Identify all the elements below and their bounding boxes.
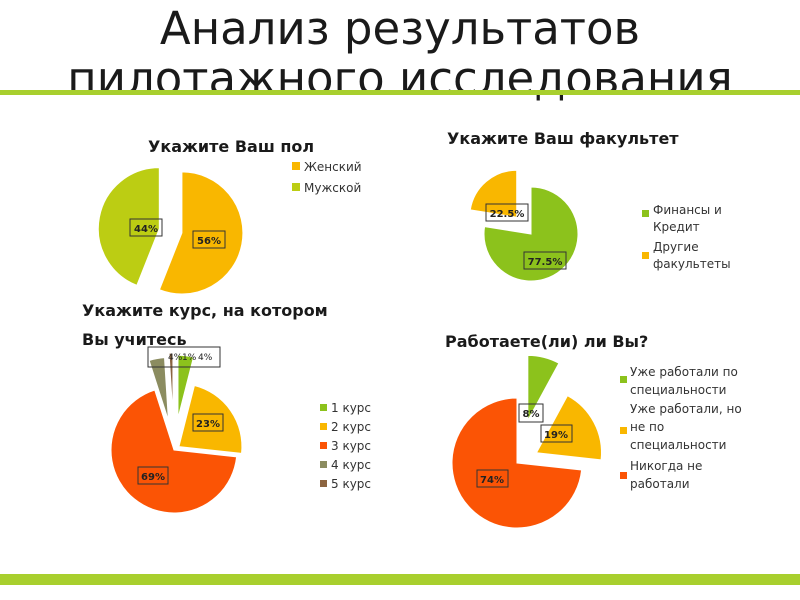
chart-course-label-box-3 — [137, 466, 169, 485]
pie-slice-worked-not-in-field — [535, 395, 602, 461]
pie-slice-female — [158, 171, 244, 295]
chart-faculty-label-1: 77.5% — [528, 257, 563, 268]
chart-course: Укажите курс, на котором Вы учитесь 23% … — [82, 301, 371, 514]
chart-course-title-line-1: Укажите курс, на котором — [82, 301, 328, 320]
chart-course-slices — [110, 352, 243, 514]
chart-course-legend-swatch-4 — [320, 461, 327, 468]
chart-faculty-label-2: 22.5% — [490, 209, 525, 220]
chart-faculty-legend-1: Финансы и Кредит — [653, 203, 726, 234]
chart-employment-legend-3-line-1: Никогда не — [630, 459, 702, 473]
chart-employment-label-1: 8% — [523, 409, 540, 420]
pie-slice-finance-credit — [483, 186, 579, 282]
chart-gender-label-box-2 — [129, 218, 163, 237]
chart-course-legend-3: 3 курс — [331, 439, 371, 453]
chart-gender-legend-1: Женский — [304, 160, 362, 174]
chart-employment-legend-1-line-1: Уже работали по — [630, 365, 738, 379]
chart-employment-legend-swatch-3 — [620, 472, 627, 479]
chart-course-legend-swatch-3 — [320, 442, 327, 449]
chart-course-label-2: 23% — [196, 419, 220, 430]
chart-employment: Работаете(ли) ли Вы? 8% 19% 74% Уже рабо… — [445, 332, 746, 529]
pie-slice-course-1 — [177, 354, 195, 419]
chart-gender-label-1: 56% — [197, 236, 221, 247]
chart-employment-legend-3-line-2: работали — [630, 477, 690, 491]
bottom-divider — [0, 574, 800, 585]
chart-gender: Укажите Ваш пол 56% 44% Женский Мужской — [97, 137, 362, 295]
chart-employment-label-box-1 — [518, 403, 544, 423]
pie-slice-other-faculties — [469, 169, 518, 218]
chart-employment-legend-1-line-2: специальности — [630, 383, 726, 397]
chart-faculty-title: Укажите Ваш факультет — [447, 129, 679, 148]
chart-faculty: Укажите Ваш факультет 77.5% 22.5% Финанс… — [447, 129, 731, 282]
chart-course-legend-4: 4 курс — [331, 458, 371, 472]
chart-employment-label-box-2 — [540, 424, 573, 443]
chart-faculty-label-box-1 — [523, 251, 567, 270]
pie-slice-course-4 — [148, 357, 169, 421]
chart-employment-legend-swatch-2 — [620, 427, 627, 434]
chart-course-legend-2: 2 курс — [331, 420, 371, 434]
chart-course-legend-swatch-2 — [320, 423, 327, 430]
chart-faculty-slices — [469, 169, 579, 282]
chart-gender-title: Укажите Ваш пол — [148, 137, 314, 156]
chart-faculty-legend-2: Другие факультеты — [653, 240, 731, 271]
chart-faculty-legend-2-line-2: факультеты — [653, 257, 731, 271]
chart-faculty-legend-swatch-2 — [642, 252, 649, 259]
chart-employment-label-3: 74% — [480, 475, 504, 486]
chart-faculty-label-box-2 — [485, 203, 529, 222]
chart-course-title-line-2: Вы учитесь — [82, 330, 187, 349]
chart-employment-legend-swatch-1 — [620, 376, 627, 383]
pie-slice-male — [97, 167, 160, 286]
chart-faculty-legend-swatch-1 — [642, 210, 649, 217]
chart-course-legend-1: 1 курс — [331, 401, 371, 415]
chart-course-label-5: 1% — [182, 353, 197, 363]
chart-employment-legend-1: Уже работали по специальности — [630, 365, 742, 397]
chart-employment-title: Работаете(ли) ли Вы? — [445, 332, 648, 351]
chart-faculty-legend-2-line-1: Другие — [653, 240, 699, 254]
chart-employment-legend-2-line-3: специальности — [630, 438, 726, 452]
top-divider — [0, 90, 800, 95]
chart-course-title: Укажите курс, на котором Вы учитесь — [82, 301, 333, 349]
chart-gender-legend-2: Мужской — [304, 181, 361, 195]
page-title-line-1: Анализ результатов — [159, 2, 641, 55]
chart-course-label-3: 69% — [141, 472, 165, 483]
chart-faculty-legend-1-line-1: Финансы и — [653, 203, 722, 217]
chart-employment-legend-2-line-2: не по — [630, 420, 664, 434]
chart-course-legend-swatch-1 — [320, 404, 327, 411]
chart-course-legend-swatch-5 — [320, 480, 327, 487]
chart-course-label-1: 4% — [198, 353, 213, 363]
chart-gender-label-box-1 — [192, 230, 226, 249]
pie-slice-course-3 — [110, 389, 238, 514]
chart-employment-label-box-3 — [476, 469, 509, 488]
chart-employment-slices — [451, 354, 602, 529]
chart-course-label-4: 4% — [168, 353, 183, 363]
chart-employment-legend-2: Уже работали, но не по специальности — [630, 402, 746, 452]
chart-course-small-label-box — [147, 346, 221, 368]
chart-employment-legend-2-line-1: Уже работали, но — [630, 402, 742, 416]
chart-course-legend-5: 5 курс — [331, 477, 371, 491]
chart-gender-label-2: 44% — [134, 224, 158, 235]
pie-slice-never-worked — [451, 397, 583, 529]
chart-employment-legend-3: Никогда не работали — [630, 459, 706, 491]
chart-faculty-legend-1-line-2: Кредит — [653, 220, 700, 234]
chart-gender-legend-swatch-1 — [292, 162, 300, 170]
chart-gender-slices — [97, 167, 244, 295]
pie-slice-course-2 — [178, 384, 243, 454]
chart-employment-label-2: 19% — [544, 430, 568, 441]
chart-course-label-box-2 — [192, 413, 224, 432]
pie-slice-course-5 — [168, 352, 174, 417]
chart-gender-legend-swatch-2 — [292, 183, 300, 191]
